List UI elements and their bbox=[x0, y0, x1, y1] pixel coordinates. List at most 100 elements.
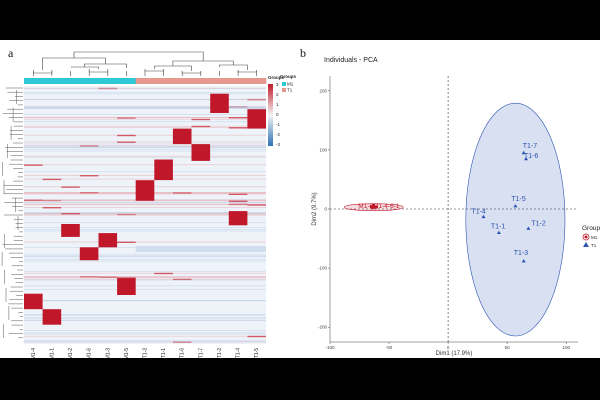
pca-title: Individuals - PCA bbox=[324, 57, 378, 64]
heatmap-block-M1-2 bbox=[61, 224, 80, 237]
pca-label-T1-4: T1-4 bbox=[472, 209, 487, 216]
heatmap-cell-stripe bbox=[24, 199, 43, 201]
heatmap-cell-stripe bbox=[61, 186, 80, 188]
sample-label-T1-4: T1-4 bbox=[236, 348, 242, 358]
color-scale-tick: 0 bbox=[276, 112, 279, 117]
heatmap-cell-stripe bbox=[42, 178, 62, 181]
heatmap-row-stripe bbox=[24, 93, 266, 95]
sample-label-T1-3: T1-3 bbox=[143, 348, 149, 358]
group-legend-label-M1: M1 bbox=[287, 82, 294, 87]
pca-point-T1-5 bbox=[513, 204, 518, 208]
pca-y-tick-label: -100 bbox=[318, 266, 328, 271]
pca-label-M1-cluster: M1-3M1-4-6-1 bbox=[358, 203, 400, 210]
panel-a-label: a bbox=[8, 46, 14, 60]
group-bar-cell bbox=[61, 78, 81, 84]
heatmap-row-stripe bbox=[24, 171, 266, 173]
heatmap-block-M1-6 bbox=[79, 247, 99, 261]
column-dendrogram-link bbox=[237, 70, 257, 73]
sample-label-M1-1: M1-1 bbox=[49, 348, 55, 358]
heatmap-row-stripe bbox=[24, 255, 266, 257]
heatmap-row-stripe bbox=[24, 114, 266, 115]
heatmap-row-stripe bbox=[24, 229, 266, 230]
pca-label-T1-7: T1-7 bbox=[523, 143, 538, 150]
heatmap-row-stripe bbox=[24, 207, 266, 208]
group-bar-cell bbox=[117, 78, 136, 84]
pca-points: T1-7 T1-6 T1-5 T1-4 T1-1 T1-2 T1-3 M1-3M1-4-6-1 bbox=[358, 143, 546, 263]
sample-label-M1-6: M1-6 bbox=[87, 348, 93, 358]
pca-point-M1-6 bbox=[374, 205, 378, 209]
color-scale-tick: 1 bbox=[276, 102, 279, 107]
heatmap-row-stripe bbox=[24, 99, 266, 101]
heatmap-row-stripe bbox=[24, 259, 266, 261]
heatmap-cell-stripe bbox=[117, 134, 136, 137]
heatmap-cell-stripe bbox=[61, 213, 80, 215]
heatmap-cell-stripe bbox=[228, 193, 248, 195]
heatmap-row-stripe bbox=[24, 333, 266, 335]
heatmap-row-stripe bbox=[24, 330, 266, 331]
sample-label-M1-4: M1-4 bbox=[31, 348, 37, 358]
heatmap-row-stripe bbox=[24, 341, 266, 343]
heatmap-row-stripe bbox=[24, 276, 266, 278]
heatmap-cell-stripe bbox=[117, 277, 136, 279]
sample-label-T1-5: T1-5 bbox=[254, 348, 260, 358]
sample-label-T1-7: T1-7 bbox=[198, 348, 204, 358]
pca-point-T1-7 bbox=[521, 150, 526, 155]
sample-label-T1-6: T1-6 bbox=[180, 348, 186, 358]
heatmap-row-stripe bbox=[24, 278, 266, 280]
pca-y-tick-label: 200 bbox=[319, 88, 327, 93]
pca-label-T1-1: T1-1 bbox=[491, 224, 506, 231]
heatmap-row-stripe bbox=[24, 279, 266, 281]
heatmap-row-stripe bbox=[24, 134, 266, 136]
pca-point-T1-1 bbox=[496, 230, 501, 234]
heatmap-row-stripe bbox=[24, 121, 266, 123]
pca-legend-marker-T1 bbox=[583, 242, 589, 247]
pca-ellipse-T1 bbox=[465, 102, 566, 337]
heatmap-row-stripe bbox=[24, 254, 266, 256]
heatmap-row-stripe bbox=[24, 155, 266, 157]
column-dendrogram-link bbox=[154, 65, 192, 71]
heatmap-row-stripe bbox=[24, 289, 266, 290]
heatmap-row-stripe bbox=[24, 150, 266, 152]
heatmap-row-stripe bbox=[24, 146, 266, 147]
column-dendrogram-link bbox=[73, 51, 204, 61]
heatmap-row-stripe bbox=[24, 143, 266, 145]
pca-x-tick-label: 50 bbox=[505, 345, 511, 350]
heatmap-row-stripe bbox=[24, 320, 266, 321]
heatmap-row-stripe bbox=[24, 222, 266, 223]
heatmap-block-M1-1 bbox=[42, 309, 62, 325]
heatmap-chart: M1-4 M1-1 M1-2 M1-6 M1-3 M1-5 T1-3 T1-1 T1-6 T1-7… bbox=[1, 51, 296, 358]
group-bar-cell bbox=[79, 78, 99, 84]
group-legend-label-T1: T1 bbox=[287, 88, 293, 93]
heatmap-row-stripe bbox=[24, 317, 266, 318]
group-bar-cell bbox=[42, 78, 62, 84]
group-bar-cell bbox=[247, 78, 267, 84]
heatmap-block-T1-3 bbox=[135, 180, 155, 201]
pca-label-T1-6: T1-6 bbox=[524, 153, 539, 160]
sample-label-T1-1: T1-1 bbox=[161, 348, 167, 358]
heatmap-row-stripe bbox=[24, 272, 266, 274]
heatmap-row-stripe bbox=[24, 335, 266, 337]
heatmap-row-stripe bbox=[24, 277, 266, 279]
heatmap-block-T1-5 bbox=[247, 109, 266, 129]
pca-label-T1-3: T1-3 bbox=[514, 250, 529, 257]
heatmap-cell-stripe bbox=[117, 241, 136, 243]
column-dendrogram-link bbox=[88, 69, 109, 73]
color-scale-tick: 3 bbox=[276, 82, 279, 87]
heatmap-row-stripe bbox=[24, 106, 266, 108]
heatmap-row-stripe bbox=[24, 214, 266, 216]
pca-point-M1-1 bbox=[372, 203, 376, 208]
heatmap-row-stripe bbox=[24, 318, 266, 320]
heatmap-block-M1-3 bbox=[98, 233, 118, 248]
heatmap-cell-stripe bbox=[42, 199, 62, 202]
group-bar-cell bbox=[191, 78, 211, 84]
group-annotation-bar bbox=[24, 78, 267, 84]
pca-legend: Groups M1 T1 bbox=[582, 225, 600, 248]
group-bar-cell bbox=[172, 78, 192, 84]
group-bar-cell bbox=[228, 78, 248, 84]
heatmap-row-stripe bbox=[24, 212, 266, 214]
heatmap-cell-stripe bbox=[247, 335, 266, 338]
heatmap-cell-stripe bbox=[117, 141, 136, 143]
heatmap-row-stripe bbox=[24, 145, 266, 147]
heatmap-block-M1-4 bbox=[24, 293, 43, 310]
